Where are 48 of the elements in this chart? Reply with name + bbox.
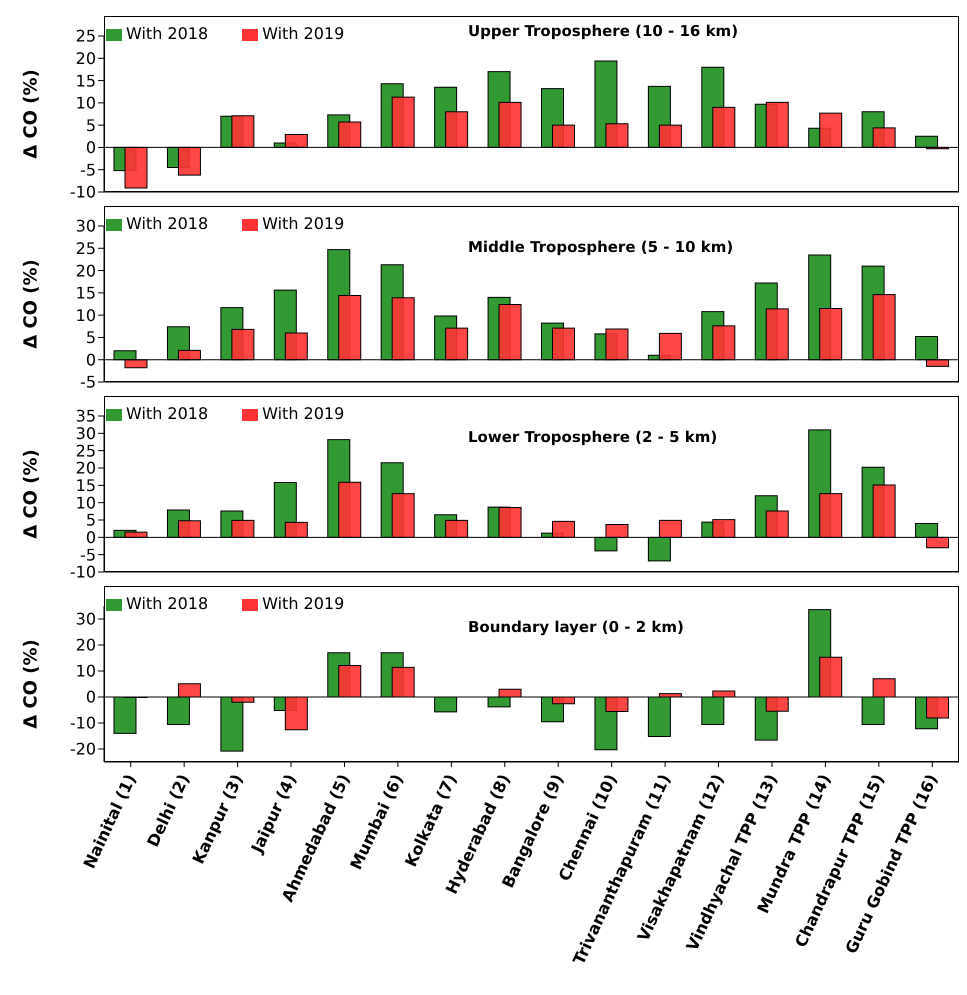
legend-label: With 2019	[262, 594, 344, 613]
y-tick-label: 0	[86, 528, 96, 548]
y-tick-label: 30	[76, 216, 96, 236]
text: Lower Troposphere (2 - 5 km)	[468, 428, 718, 446]
y-tick-label: 20	[76, 636, 96, 655]
y-tick-label: 15	[76, 476, 96, 496]
text: Boundary layer (0 - 2 km)	[468, 618, 684, 636]
y-tick-label: 0	[86, 350, 96, 370]
y-tick-label: -5	[80, 160, 96, 180]
y-tick-label: 25	[76, 238, 96, 258]
y-tick-label: 10	[76, 94, 96, 113]
y-tick-label: -10	[70, 562, 96, 582]
y-tick-label: 20	[76, 458, 96, 478]
legend-label: With 2018	[126, 594, 208, 613]
y-tick-label: 5	[86, 116, 96, 135]
y-tick-label: 35	[76, 406, 96, 426]
legend-label: With 2019	[262, 214, 344, 233]
y-axis-title: Δ CO (%)	[20, 639, 42, 729]
y-tick-label: 5	[86, 510, 96, 530]
y-tick-label: 20	[76, 48, 96, 68]
y-tick-label: 25	[76, 26, 96, 46]
legend-label: With 2018	[126, 214, 208, 233]
legend-label: With 2019	[262, 24, 344, 43]
y-tick-label: 5	[86, 328, 96, 348]
legend-label: With 2019	[262, 404, 344, 423]
y-tick-label: 15	[76, 71, 96, 90]
y-tick-label: 15	[76, 284, 96, 303]
text: Middle Troposphere (5 - 10 km)	[468, 238, 734, 256]
legend-label: With 2018	[126, 404, 208, 423]
y-tick-label: -5	[80, 545, 96, 564]
y-tick-label: 10	[76, 306, 96, 325]
y-tick-label: -10	[70, 714, 96, 733]
y-axis-title: Δ CO (%)	[20, 449, 42, 539]
chart-title: Upper Troposphere (10 - 16 km)	[468, 22, 738, 40]
y-tick-label: 20	[76, 261, 96, 280]
y-tick-label: 30	[76, 424, 96, 444]
y-axis-title: Δ CO (%)	[20, 69, 42, 159]
y-tick-label: 10	[76, 662, 96, 681]
y-tick-label: 25	[76, 441, 96, 460]
y-tick-label: 10	[76, 493, 96, 512]
y-tick-label: -20	[70, 740, 96, 759]
y-tick-label: 0	[86, 138, 96, 158]
y-axis-title: Δ CO (%)	[20, 259, 42, 349]
y-tick-label: 0	[86, 688, 96, 707]
y-tick-label: 30	[76, 610, 96, 629]
y-tick-label: -5	[80, 372, 96, 392]
y-tick-label: -10	[70, 182, 96, 202]
legend-label: With 2018	[126, 24, 208, 43]
